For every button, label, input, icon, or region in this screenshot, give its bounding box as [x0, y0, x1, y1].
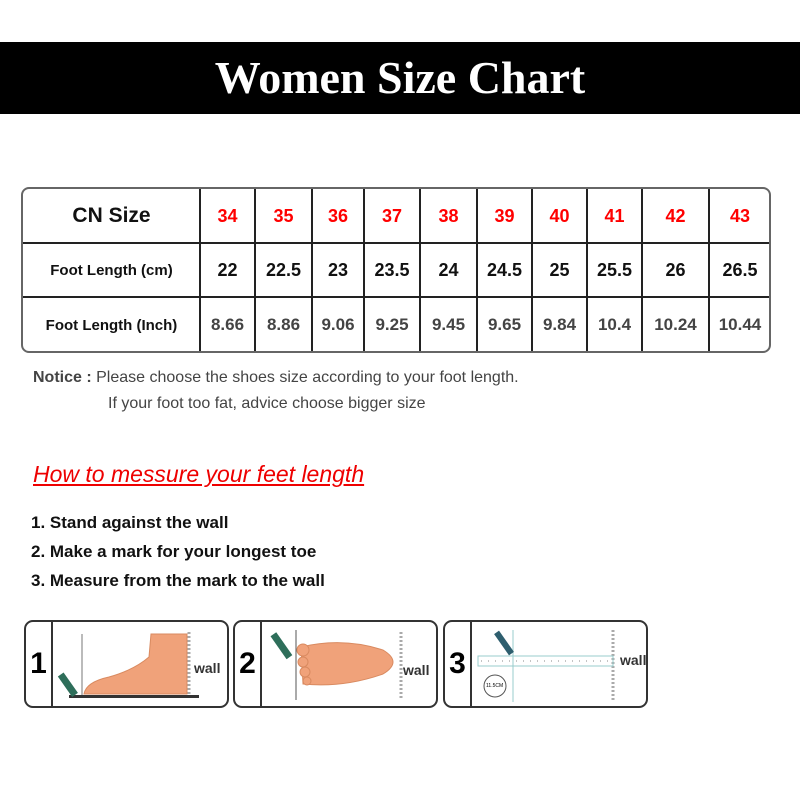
panel-step-2: 2 wall: [233, 620, 438, 708]
column-divider: [419, 189, 421, 351]
table-cell: 10.44: [718, 315, 762, 334]
measurement-badge: 11.5CM: [486, 683, 504, 689]
table-cell: 43: [729, 205, 751, 226]
table-cell: 37: [381, 205, 403, 226]
column-divider: [476, 189, 478, 351]
row-header: CN Size: [72, 204, 151, 227]
table-cell: 25: [549, 259, 570, 280]
size-table: CN Size 34 35 36 37 38 39 40 41 42 43 Foot Length (…: [21, 187, 771, 353]
table-cell: 35: [273, 205, 294, 226]
table-cell: 10.4: [597, 315, 632, 334]
column-divider: [311, 189, 313, 351]
table-cell: 26: [665, 259, 686, 280]
table-cell: 36: [327, 205, 349, 226]
ruler-illustration: [477, 630, 615, 702]
column-divider: [254, 189, 256, 351]
table-cell: 38: [438, 205, 459, 226]
wall-label: wall: [620, 652, 647, 668]
row-header: Foot Length (cm): [50, 261, 173, 279]
step-1: 1. Stand against the wall: [31, 513, 229, 532]
notice-label: Notice :: [33, 369, 92, 386]
step-3: 3. Measure from the mark to the wall: [31, 571, 325, 590]
table-cell: 9.65: [487, 315, 522, 334]
table-cell: 26.5: [722, 259, 758, 280]
table-cell: 25.5: [596, 259, 633, 280]
how-to-heading: How to messure your feet length: [33, 461, 365, 487]
table-cell: 10.24: [654, 315, 697, 334]
column-divider: [363, 189, 365, 351]
page-title: Women Size Chart: [0, 42, 800, 114]
table-cell: 9.84: [542, 315, 577, 334]
table-cell: 22: [217, 259, 238, 280]
table-cell: 39: [494, 205, 515, 226]
column-divider: [708, 189, 710, 351]
table-cell: 40: [549, 205, 570, 226]
foot-top-illustration: [270, 630, 403, 700]
row-header: Foot Length (Inch): [45, 316, 178, 334]
notice-text: Please choose the shoes size according t…: [96, 369, 519, 386]
row-divider: [23, 242, 769, 244]
notice-line-1: Notice : Please choose the shoes size ac…: [33, 369, 519, 387]
table-cell: 34: [217, 205, 238, 226]
panel-number: 3: [445, 622, 472, 706]
wall-label: wall: [403, 662, 430, 678]
notice-line-2: If your foot too fat, advice choose bigg…: [108, 395, 426, 412]
table-cell: 9.06: [321, 315, 355, 334]
table-cell: 8.86: [266, 315, 301, 334]
table-cell: 41: [604, 205, 625, 226]
step-2: 2. Make a mark for your longest toe: [31, 542, 317, 561]
table-cell: 42: [665, 205, 686, 226]
column-divider: [641, 189, 643, 351]
table-cell: 24.5: [486, 259, 523, 280]
table-cell: 9.45: [431, 315, 466, 334]
panel-number: 1: [26, 622, 53, 706]
table-cell: 8.66: [210, 315, 245, 334]
wall-label: wall: [194, 660, 221, 676]
table-cell: 24: [438, 259, 459, 280]
row-divider: [23, 296, 769, 298]
table-cell: 23: [327, 259, 349, 280]
foot-side-illustration: [57, 632, 199, 698]
column-divider: [531, 189, 533, 351]
panel-step-1: 1 wall: [24, 620, 229, 708]
column-divider: [199, 189, 201, 351]
panel-step-3: 3 11.5CM wall: [443, 620, 648, 708]
column-divider: [586, 189, 588, 351]
panel-number: 2: [235, 622, 262, 706]
table-cell: 22.5: [265, 259, 302, 280]
table-cell: 23.5: [374, 259, 410, 280]
table-cell: 9.25: [375, 315, 409, 334]
